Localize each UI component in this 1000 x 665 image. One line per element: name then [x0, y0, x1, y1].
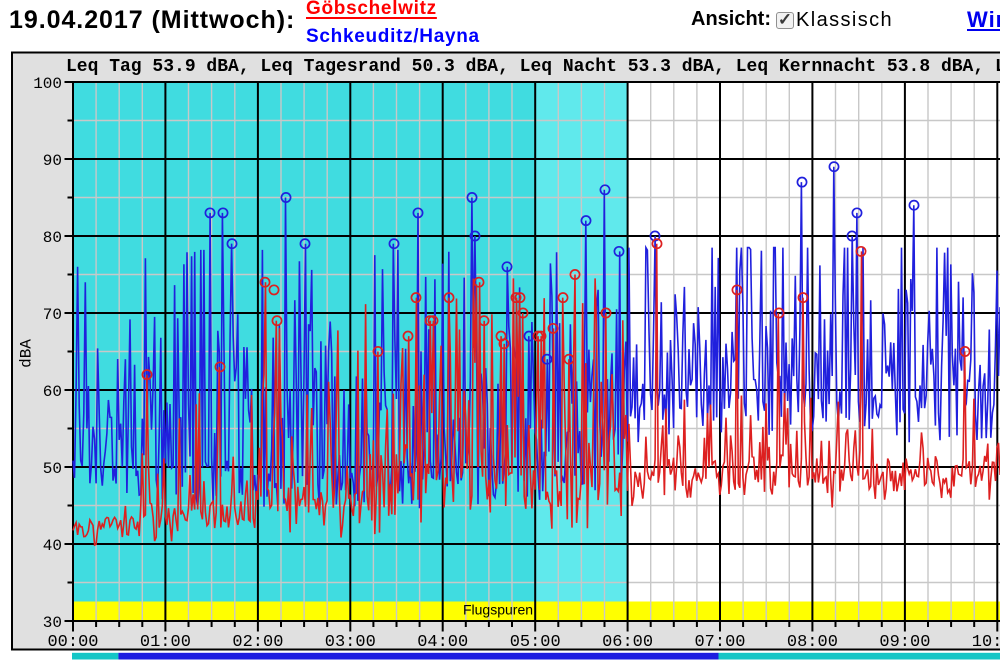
- svg-text:70: 70: [43, 306, 62, 324]
- svg-text:Leq Tag 53.9 dBA, Leq Tagesran: Leq Tag 53.9 dBA, Leq Tagesrand 50.3 dBA…: [66, 57, 1000, 77]
- svg-text:00:00: 00:00: [47, 633, 98, 652]
- svg-text:07:00: 07:00: [694, 633, 745, 652]
- svg-text:05:00: 05:00: [510, 633, 561, 652]
- svg-text:60: 60: [43, 383, 62, 401]
- svg-text:40: 40: [43, 537, 62, 555]
- svg-text:80: 80: [43, 229, 62, 247]
- svg-text:06:00: 06:00: [602, 633, 653, 652]
- svg-text:03:00: 03:00: [325, 633, 376, 652]
- svg-text:dBA: dBA: [18, 339, 36, 368]
- svg-text:01:00: 01:00: [140, 633, 191, 652]
- svg-text:90: 90: [43, 152, 62, 170]
- svg-text:09:00: 09:00: [879, 633, 930, 652]
- svg-text:02:00: 02:00: [232, 633, 283, 652]
- svg-text:30: 30: [43, 614, 62, 632]
- svg-text:50: 50: [43, 460, 62, 478]
- svg-text:04:00: 04:00: [417, 633, 468, 652]
- svg-text:08:00: 08:00: [787, 633, 838, 652]
- svg-text:100: 100: [33, 75, 62, 93]
- svg-text:Flugspuren: Flugspuren: [463, 602, 533, 618]
- svg-text:10:00: 10:00: [972, 633, 1000, 652]
